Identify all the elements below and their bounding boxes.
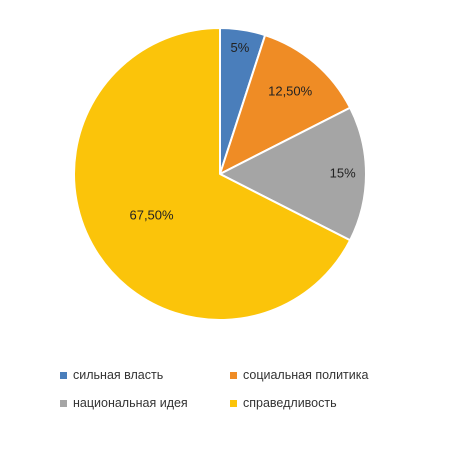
legend-swatch-national-idea bbox=[60, 399, 67, 407]
data-label-social-policy: 12,50% bbox=[268, 83, 313, 98]
pie-slices bbox=[73, 27, 367, 321]
legend-label-justice: справедливость bbox=[243, 396, 337, 410]
legend: сильная власть социальная политика нацио… bbox=[60, 368, 440, 410]
legend-item-social-policy: социальная политика bbox=[230, 368, 430, 382]
data-label-national-idea: 15% bbox=[330, 165, 356, 180]
legend-item-strong-power: сильная власть bbox=[60, 368, 230, 382]
data-label-strong-power: 5% bbox=[230, 40, 249, 55]
legend-item-national-idea: национальная идея bbox=[60, 396, 230, 410]
legend-swatch-social-policy bbox=[230, 371, 237, 379]
pie-slice-justice bbox=[73, 27, 352, 321]
pie-data-labels: 5% 12,50% 15% 67,50% bbox=[129, 40, 356, 222]
pie-slice-national-idea bbox=[219, 106, 367, 242]
legend-label-national-idea: национальная идея bbox=[73, 396, 188, 410]
legend-swatch-strong-power bbox=[60, 371, 67, 379]
pie-slice-social-policy bbox=[219, 34, 352, 175]
legend-label-social-policy: социальная политика bbox=[243, 368, 369, 382]
data-label-justice: 67,50% bbox=[129, 207, 174, 222]
legend-item-justice: справедливость bbox=[230, 396, 430, 410]
legend-swatch-justice bbox=[230, 399, 237, 407]
legend-label-strong-power: сильная власть bbox=[73, 368, 164, 382]
